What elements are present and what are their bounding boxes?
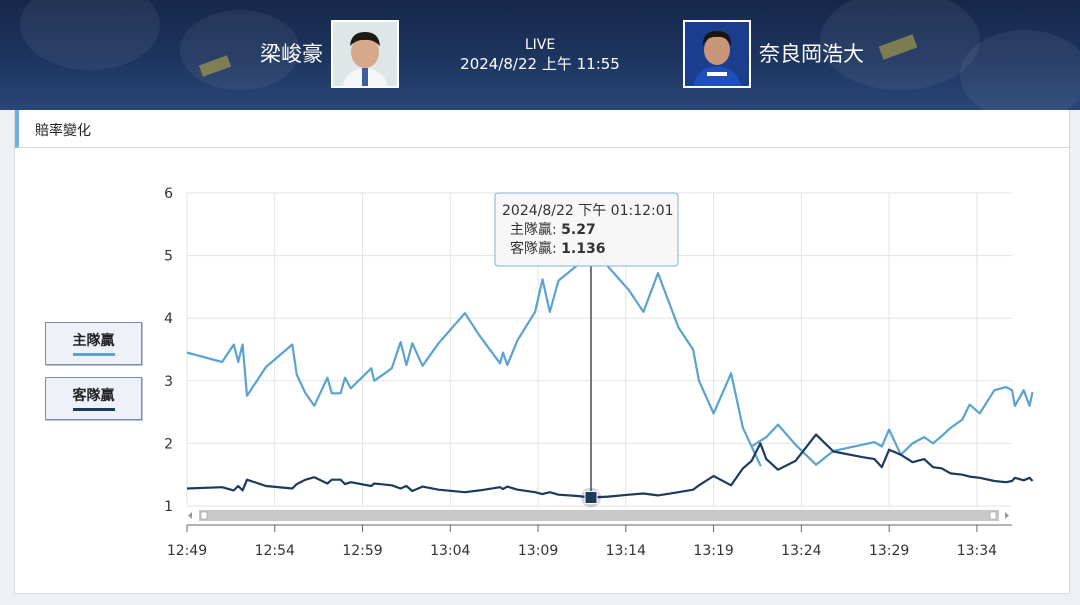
legend-away-swatch: [72, 408, 115, 411]
scroll-left-arrow-icon[interactable]: [188, 512, 192, 519]
chart-scrollbar[interactable]: [186, 509, 1012, 523]
y-tick-label: 4: [164, 311, 173, 327]
x-tick-label: 13:34: [957, 543, 997, 559]
tooltip-box: [494, 192, 679, 267]
chart-series: [186, 237, 1034, 499]
home-player-avatar[interactable]: [331, 20, 399, 88]
scrollbar-handle-right[interactable]: [989, 511, 997, 520]
tooltip-away-row: 客隊贏: 1.136: [510, 240, 605, 257]
match-status-block: LIVE 2024/8/22 上午 11:55: [440, 36, 640, 74]
highlight-point-away[interactable]: [584, 490, 598, 504]
away-player-name[interactable]: 奈良岡浩大: [759, 42, 864, 66]
home-player-name[interactable]: 梁峻豪: [260, 42, 323, 66]
crowd-decoration: [180, 10, 300, 90]
x-tick-label: 13:19: [693, 543, 733, 559]
x-tick-label: 12:49: [167, 543, 207, 559]
scrollbar-thumb[interactable]: [199, 510, 999, 521]
tooltip-away-value: 1.136: [561, 241, 605, 257]
scroll-right-arrow-icon[interactable]: [1005, 512, 1009, 519]
panel-title: 賠率變化: [35, 123, 91, 139]
live-label: LIVE: [524, 37, 556, 53]
tooltip-home-row: 主隊贏: 5.27: [510, 222, 596, 238]
x-tick-label: 13:24: [781, 543, 821, 559]
panel-header: 賠率變化: [15, 110, 1071, 148]
y-tick-label: 5: [164, 249, 173, 265]
x-tick-label: 12:59: [342, 543, 382, 559]
tooltip-away-label: 客隊贏:: [510, 240, 557, 257]
tooltip-home-label: 主隊贏:: [510, 222, 557, 238]
match-header: 梁峻豪 LIVE 2024/8/22 上午 11:55 奈良岡浩大: [0, 0, 1080, 110]
y-tick-label: 6: [164, 186, 173, 202]
y-tick-label: 2: [164, 436, 173, 452]
crowd-decoration: [20, 0, 160, 70]
home-player-portrait-icon: [333, 22, 397, 86]
chart-axis-ticks: 1 2 3 4 5 6 12:49 12:54 12:59 13:04 13:09 13:14 13:1…: [164, 186, 1012, 559]
y-tick-label: 1: [164, 499, 173, 515]
legend-toggle-away[interactable]: 客隊贏: [45, 377, 142, 420]
crowd-decoration: [960, 30, 1080, 110]
legend-toggle-home[interactable]: 主隊贏: [45, 322, 142, 365]
x-tick-label: 13:04: [430, 543, 470, 559]
legend-home-label: 主隊贏: [72, 333, 115, 349]
y-tick-label: 3: [164, 374, 173, 390]
away-player-portrait-icon: [685, 22, 749, 86]
x-tick-label: 13:29: [869, 543, 909, 559]
legend-home-swatch: [72, 353, 115, 356]
scrollbar-handle-left[interactable]: [200, 511, 208, 520]
tooltip-home-value: 5.27: [561, 222, 596, 238]
series-line-home: [186, 237, 1034, 467]
x-tick-label: 13:09: [518, 543, 558, 559]
x-tick-label: 12:54: [255, 543, 295, 559]
x-tick-label: 13:14: [606, 543, 646, 559]
match-time: 2024/8/22 上午 11:55: [460, 55, 620, 73]
away-player-avatar[interactable]: [683, 20, 751, 88]
series-line-away: [186, 433, 1034, 499]
chart-tooltip: 2024/8/22 下午 01:12:01 主隊贏: 5.27 客隊贏: 1.1…: [494, 192, 679, 267]
tooltip-time: 2024/8/22 下午 01:12:01: [502, 203, 674, 219]
legend-away-label: 客隊贏: [72, 388, 115, 404]
crowd-decoration: [820, 0, 980, 90]
chart-cursor: [581, 266, 602, 508]
